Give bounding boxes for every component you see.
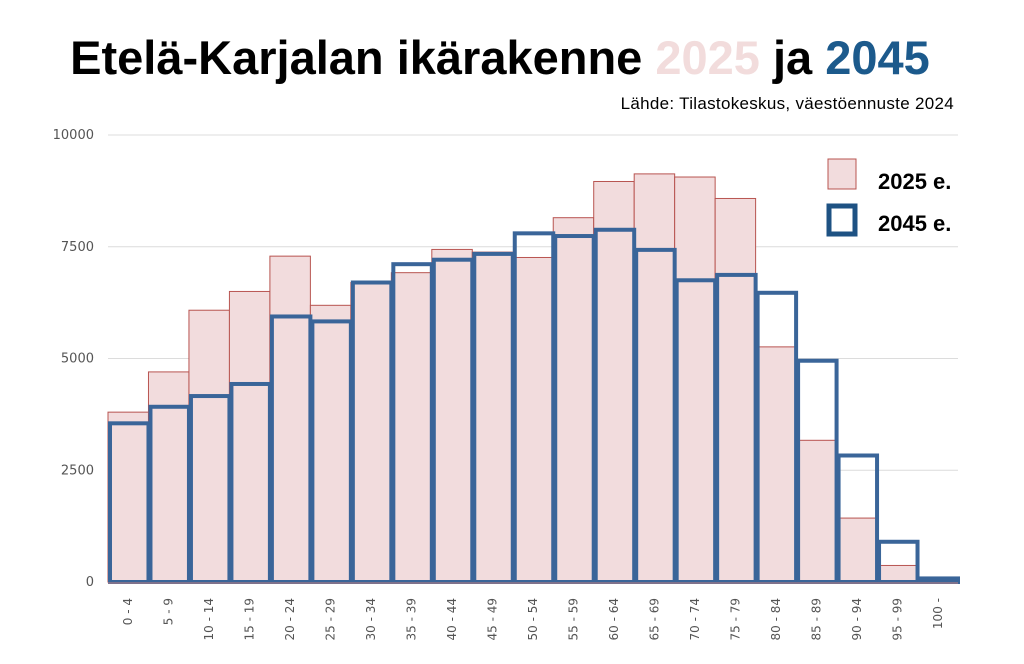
bar-2045 — [310, 319, 353, 584]
bar-2045 — [229, 381, 272, 584]
bar-2045 — [350, 280, 394, 584]
x-tick-label: 10 - 14 — [202, 598, 216, 641]
bar-2025 — [755, 346, 797, 583]
y-tick-label: 2500 — [61, 463, 94, 478]
legend: 2025 e. 2045 e. — [826, 158, 951, 237]
chart-title: Etelä-Karjalan ikärakenne 2025 ja 2045 — [0, 34, 1000, 81]
y-tick-label: 7500 — [61, 240, 94, 255]
bar-2025 — [674, 176, 716, 583]
bar-2025 — [512, 256, 554, 583]
x-tick-label: 100 - — [931, 598, 945, 629]
chart-source: Lähde: Tilastokeskus, väestöennuste 2024 — [620, 94, 954, 113]
x-tick-label: 45 - 49 — [486, 598, 500, 641]
y-tick-label: 5000 — [61, 352, 94, 367]
x-tick-label: 40 - 44 — [445, 598, 459, 641]
x-tick-label: 15 - 19 — [243, 598, 257, 641]
bar-2045 — [108, 421, 151, 584]
bar-2025 — [107, 411, 149, 583]
bar-2045 — [877, 539, 920, 585]
x-tick-label: 65 - 69 — [647, 598, 661, 641]
x-tick-label: 35 - 39 — [405, 598, 419, 641]
x-axis-ticks: 0 - 4 5 - 9 10 - 14 15 - 19 20 - 24 25 - 29 30… — [121, 598, 945, 641]
title-year-2025: 2025 — [655, 31, 760, 84]
bar-2025 — [593, 180, 635, 583]
bar-2025 — [188, 309, 230, 583]
bar-2045 — [836, 453, 880, 584]
y-tick-label: 10000 — [53, 128, 94, 143]
legend-label-2025: 2025 e. — [878, 169, 951, 194]
bar-2025 — [390, 272, 433, 583]
legend-label-2045: 2045 e. — [878, 211, 951, 236]
x-tick-label: 70 - 74 — [688, 598, 702, 641]
bar-2025 — [836, 517, 878, 583]
bar-2045 — [472, 251, 515, 584]
bar-2045 — [917, 576, 960, 585]
bar-2045 — [796, 358, 839, 584]
x-tick-label: 50 - 54 — [526, 598, 540, 641]
bar-2025 — [350, 282, 392, 583]
bar-2025 — [309, 304, 352, 583]
bar-2045 — [269, 314, 313, 584]
bar-2025 — [431, 248, 473, 583]
legend-swatch-2025 — [827, 158, 857, 190]
x-tick-label: 95 - 99 — [890, 598, 904, 641]
legend-swatch-2045 — [826, 203, 858, 237]
bar-2025 — [228, 290, 271, 583]
bar-2025 — [714, 197, 757, 583]
title-prefix: Etelä-Karjalan ikärakenne — [70, 31, 656, 84]
bar-2045 — [755, 290, 799, 584]
y-axis-ticks: 0 2500 5000 7500 10000 — [53, 128, 94, 590]
bar-2045 — [674, 278, 718, 584]
title-middle: ja — [759, 31, 826, 84]
bar-2025 — [269, 255, 311, 583]
x-tick-label: 0 - 4 — [121, 598, 135, 625]
x-tick-label: 20 - 24 — [283, 598, 297, 641]
bar-2045 — [512, 231, 556, 584]
series-2045-outline — [108, 227, 960, 585]
x-tick-label: 90 - 94 — [850, 598, 864, 641]
y-tick-label: 0 — [86, 575, 94, 590]
bar-2025 — [876, 564, 919, 583]
x-tick-label: 30 - 34 — [364, 598, 378, 641]
x-tick-label: 60 - 64 — [607, 598, 621, 641]
x-tick-label: 80 - 84 — [769, 598, 783, 641]
bar-2025 — [471, 251, 514, 583]
bar-2025 — [147, 371, 190, 583]
bar-2025 — [633, 173, 676, 583]
bar-2045 — [188, 394, 232, 584]
x-tick-label: 85 - 89 — [809, 598, 823, 641]
bar-2025 — [795, 439, 838, 583]
bar-2045 — [431, 257, 475, 584]
bar-2025 — [552, 217, 595, 583]
x-tick-label: 25 - 29 — [324, 598, 338, 641]
x-tick-label: 75 - 79 — [728, 598, 742, 641]
x-tick-label: 5 - 9 — [162, 598, 176, 625]
bar-2045 — [593, 227, 637, 584]
series-2025-bars — [107, 173, 959, 583]
title-year-2045: 2045 — [825, 31, 930, 84]
bar-2045 — [553, 234, 596, 584]
bar-2045 — [634, 247, 677, 584]
x-tick-label: 55 - 59 — [566, 598, 580, 641]
